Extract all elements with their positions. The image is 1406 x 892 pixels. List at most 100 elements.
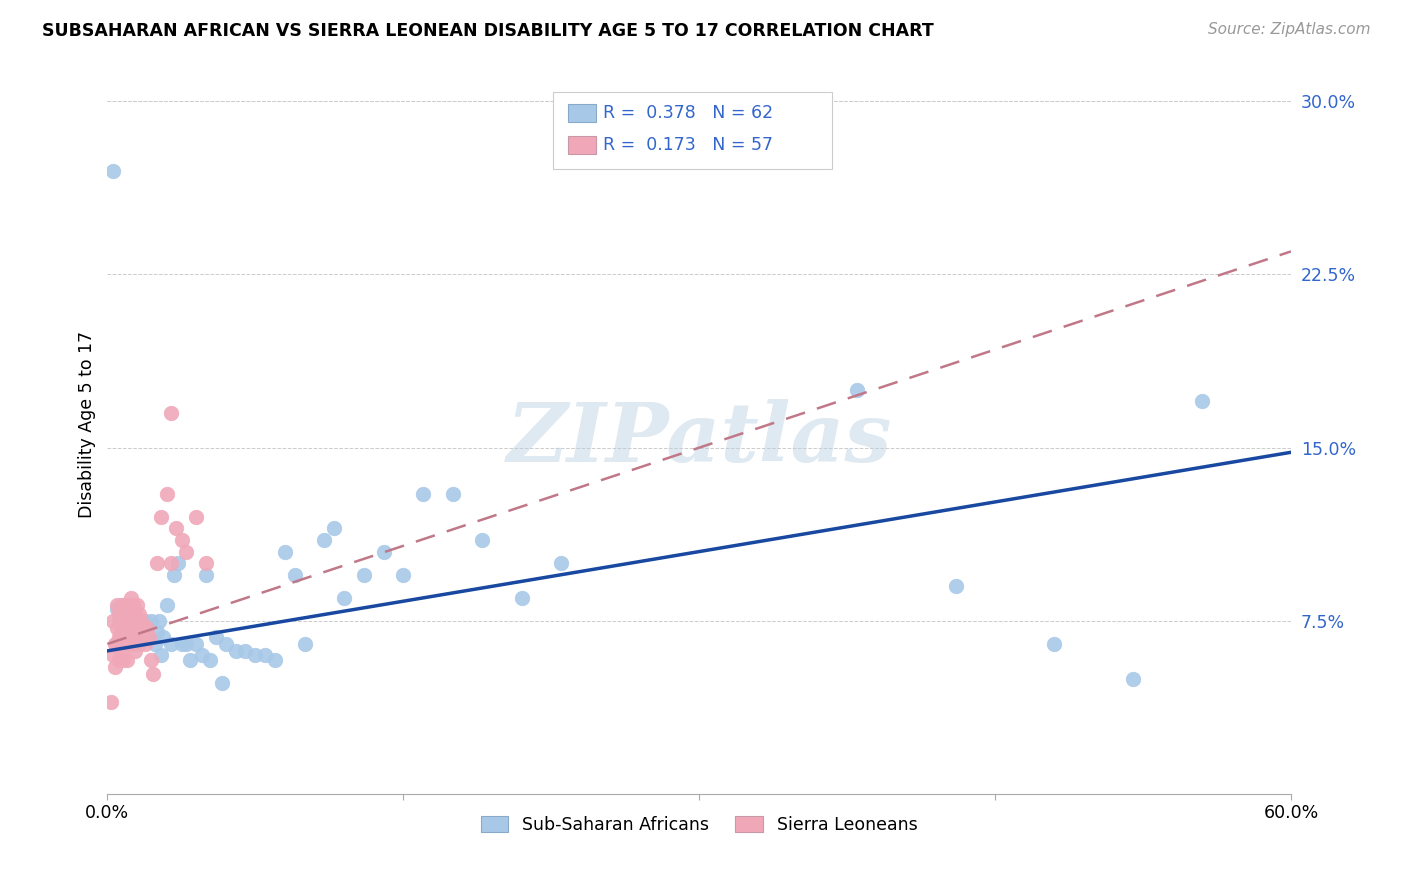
Point [211, 676, 233, 690]
Point [149, 648, 172, 663]
Point [104, 660, 127, 674]
Point [110, 637, 132, 651]
Point [105, 637, 128, 651]
Point [163, 567, 186, 582]
Point [114, 630, 136, 644]
Point [104, 637, 127, 651]
Point [110, 607, 132, 621]
Legend: Sub-Saharan Africans, Sierra Leoneans: Sub-Saharan Africans, Sierra Leoneans [474, 809, 925, 841]
Point [122, 598, 145, 612]
Point [155, 487, 177, 501]
Point [132, 621, 155, 635]
Point [114, 602, 136, 616]
Text: R =  0.173   N = 57: R = 0.173 N = 57 [603, 136, 773, 154]
Point [118, 614, 141, 628]
Point [149, 510, 172, 524]
Point [254, 648, 277, 663]
Point [122, 614, 145, 628]
Point [179, 653, 201, 667]
Point [373, 544, 395, 558]
Point [134, 614, 156, 628]
Point [115, 637, 138, 651]
Point [274, 544, 297, 558]
Point [132, 630, 155, 644]
Point [122, 637, 145, 651]
Text: ZIPatlas: ZIPatlas [506, 400, 891, 479]
Point [128, 637, 150, 651]
Point [314, 533, 336, 547]
Point [159, 637, 181, 651]
Point [112, 614, 135, 628]
Text: SUBSAHARAN AFRICAN VS SIERRA LEONEAN DISABILITY AGE 5 TO 17 CORRELATION CHART: SUBSAHARAN AFRICAN VS SIERRA LEONEAN DIS… [42, 22, 934, 40]
Point [225, 644, 247, 658]
Point [138, 630, 160, 644]
Point [125, 625, 148, 640]
Point [159, 406, 181, 420]
Point [112, 630, 135, 644]
Point [108, 630, 131, 644]
Y-axis label: Disability Age 5 to 17: Disability Age 5 to 17 [79, 331, 96, 518]
Point [129, 614, 152, 628]
Point [155, 598, 177, 612]
Point [186, 510, 208, 524]
Point [1122, 672, 1144, 686]
Point [159, 556, 181, 570]
Point [115, 653, 138, 667]
Point [103, 163, 125, 178]
Point [198, 653, 221, 667]
Point [945, 579, 967, 593]
Point [167, 556, 190, 570]
Point [129, 625, 152, 640]
Point [215, 637, 238, 651]
Point [120, 607, 142, 621]
Point [143, 637, 166, 651]
Point [115, 637, 138, 651]
Point [142, 667, 165, 681]
Point [550, 556, 572, 570]
Point [124, 630, 146, 644]
Point [112, 614, 135, 628]
Point [105, 602, 128, 616]
Point [441, 487, 464, 501]
Point [114, 621, 136, 635]
Point [174, 637, 197, 651]
Point [118, 625, 141, 640]
Point [105, 621, 128, 635]
Point [100, 695, 122, 709]
Point [172, 637, 194, 651]
Point [152, 630, 174, 644]
Point [114, 637, 136, 651]
Point [191, 648, 214, 663]
Point [145, 556, 167, 570]
Point [112, 598, 135, 612]
Point [120, 607, 142, 621]
Point [125, 598, 148, 612]
Point [108, 653, 131, 667]
Point [139, 614, 162, 628]
Point [205, 630, 228, 644]
Point [115, 621, 138, 635]
Point [110, 648, 132, 663]
Point [124, 607, 146, 621]
Point [353, 567, 375, 582]
Point [165, 521, 187, 535]
Point [108, 607, 131, 621]
Point [103, 648, 125, 663]
Point [138, 630, 160, 644]
Point [264, 653, 287, 667]
Point [105, 598, 128, 612]
Point [846, 383, 869, 397]
Point [110, 625, 132, 640]
Point [1043, 637, 1066, 651]
Point [148, 614, 170, 628]
Point [510, 591, 533, 605]
Point [323, 521, 346, 535]
Point [134, 637, 156, 651]
Point [172, 533, 194, 547]
Point [122, 621, 145, 635]
Text: Source: ZipAtlas.com: Source: ZipAtlas.com [1208, 22, 1371, 37]
Point [145, 625, 167, 640]
Point [118, 598, 141, 612]
Point [120, 630, 142, 644]
Point [392, 567, 415, 582]
